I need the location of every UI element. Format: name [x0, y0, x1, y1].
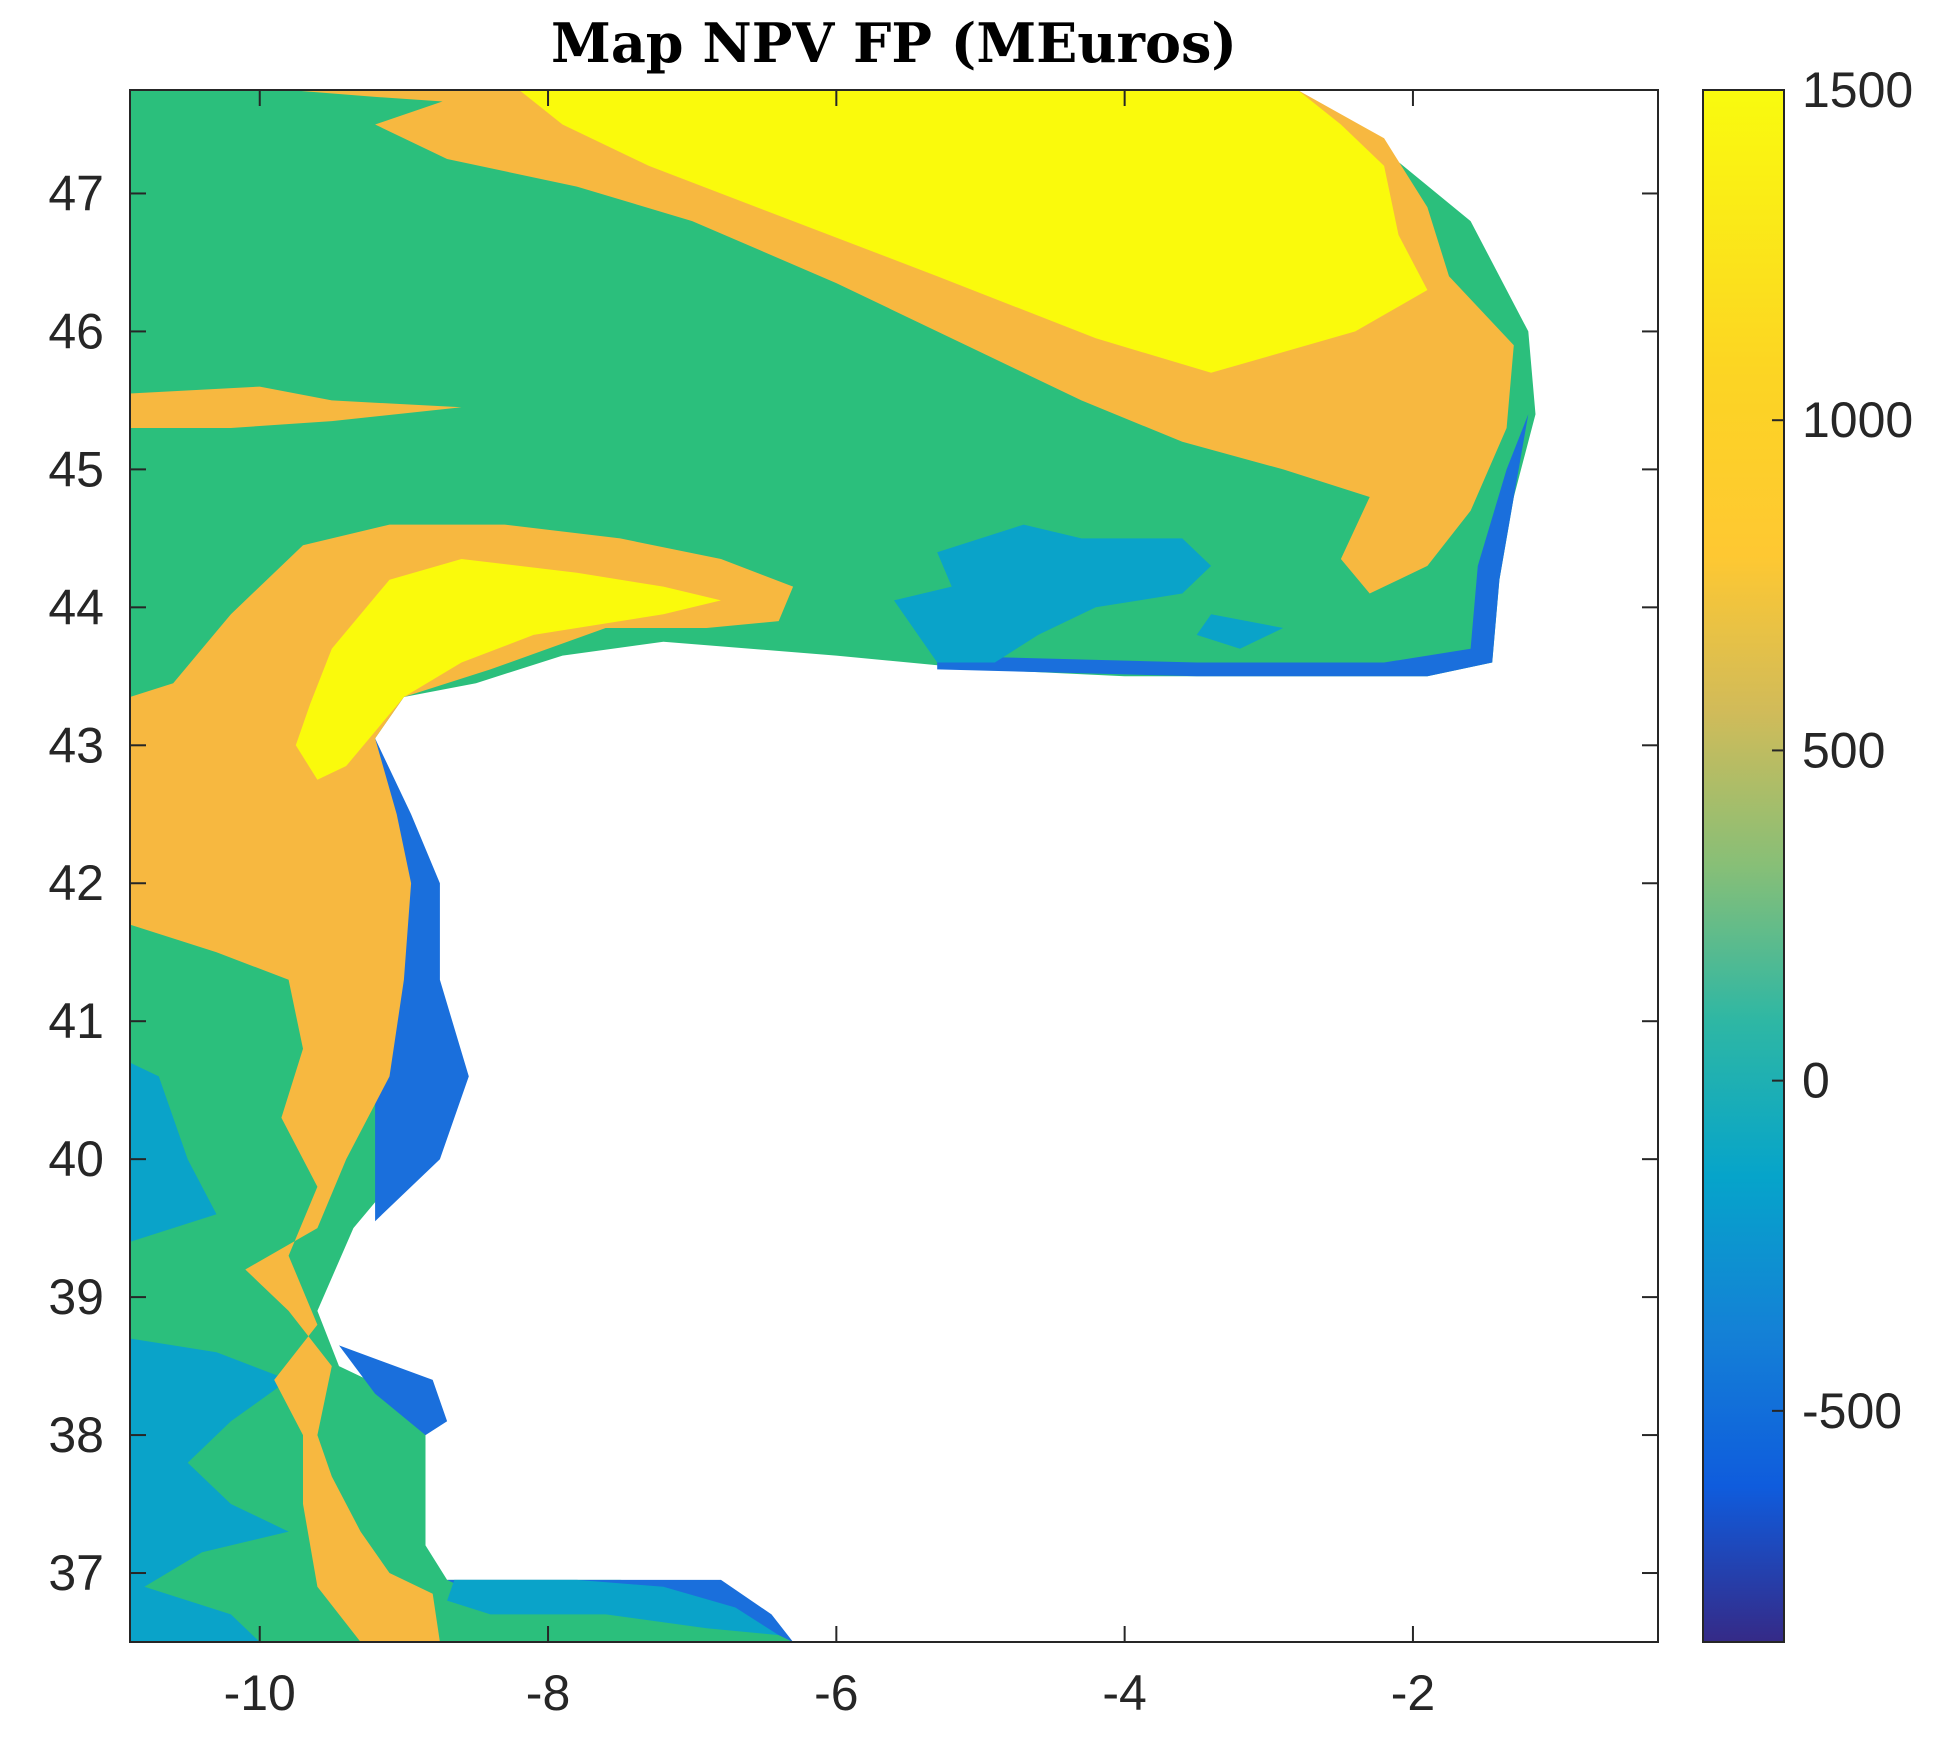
y-tick-label: 47 — [48, 165, 104, 221]
y-tick-label: 40 — [48, 1131, 104, 1187]
x-tick-label: -4 — [1102, 1665, 1146, 1721]
y-tick-label: 44 — [48, 579, 104, 635]
contour-region-blue-2 — [339, 1345, 448, 1436]
x-tick-label: -8 — [526, 1665, 570, 1721]
colorbar-ticks: -500 0 500 1000 1500 — [1772, 62, 1913, 1439]
y-tick-label: 39 — [48, 1269, 104, 1325]
colorbar: -500 0 500 1000 1500 — [1702, 62, 1913, 1643]
contour-region-cyan-6 — [130, 1338, 289, 1642]
contour-region-orange-13 — [130, 524, 794, 1642]
contour-region-cyan-5 — [130, 1062, 217, 1242]
contour-region-cyan-9 — [1196, 614, 1284, 649]
y-axis: 37 38 39 40 41 42 43 44 45 46 47 — [48, 165, 1658, 1601]
y-tick-label: 38 — [48, 1407, 104, 1463]
y-tick-label: 46 — [48, 303, 104, 359]
x-tick-label: -2 — [1391, 1665, 1435, 1721]
contour-regions — [130, 90, 1536, 1642]
contour-region-yellow-15 — [295, 559, 721, 780]
plot-frame — [129, 89, 1659, 1643]
y-tick-label: 41 — [48, 993, 104, 1049]
x-tick-label: -6 — [814, 1665, 858, 1721]
contour-region-yellow-14 — [519, 90, 1428, 373]
contour-region-blue-4 — [937, 414, 1529, 677]
colorbar-tick-label: 500 — [1802, 722, 1885, 778]
colorbar-tick-label: 0 — [1802, 1053, 1830, 1109]
contour-region-cyan-8 — [894, 524, 1212, 663]
contour-region-orange-10 — [130, 386, 462, 428]
colorbar-tick-label: 1000 — [1802, 392, 1913, 448]
chart-title: Map NPV FP (MEuros) — [551, 11, 1237, 75]
y-tick-label: 37 — [48, 1545, 104, 1601]
contour-region-green-0 — [130, 90, 1536, 1642]
colorbar-tick-label: -500 — [1802, 1383, 1902, 1439]
y-tick-label: 43 — [48, 717, 104, 773]
x-tick-label: -10 — [224, 1665, 296, 1721]
colorbar-gradient — [1702, 89, 1785, 1643]
colorbar-tick-label: 1500 — [1802, 62, 1913, 118]
y-tick-label: 42 — [48, 855, 104, 911]
y-tick-label: 45 — [48, 441, 104, 497]
contour-region-cyan-7 — [447, 1579, 779, 1636]
x-axis: -10 -8 -6 -4 -2 — [224, 90, 1435, 1721]
